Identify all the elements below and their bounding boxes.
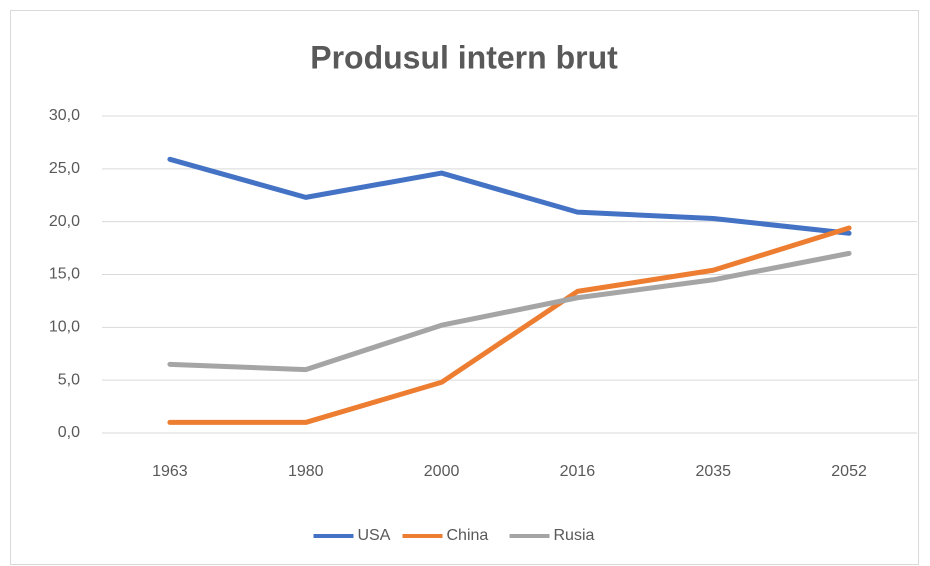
legend-label: USA	[358, 527, 391, 544]
line-series	[167, 250, 852, 373]
y-tick-label: 30,0	[49, 107, 80, 124]
legend-label: China	[447, 527, 489, 544]
x-tick-label: 1963	[152, 463, 188, 480]
y-tick-label: 15,0	[49, 266, 80, 283]
x-tick-label: 2035	[695, 463, 731, 480]
y-tick-label: 0,0	[58, 424, 80, 441]
chart-frame	[10, 10, 919, 565]
x-tick-label: 2052	[831, 463, 867, 480]
line-series	[167, 156, 852, 236]
x-tick-label: 1980	[288, 463, 324, 480]
line-series	[167, 225, 852, 425]
y-tick-label: 10,0	[49, 319, 80, 336]
legend-label: Rusia	[554, 527, 595, 544]
y-tick-label: 25,0	[49, 160, 80, 177]
chart-title: Produsul intern brut	[310, 39, 618, 75]
y-tick-label: 5,0	[58, 371, 80, 388]
x-tick-label: 2016	[560, 463, 596, 480]
x-tick-label: 2000	[424, 463, 460, 480]
y-tick-label: 20,0	[49, 213, 80, 230]
